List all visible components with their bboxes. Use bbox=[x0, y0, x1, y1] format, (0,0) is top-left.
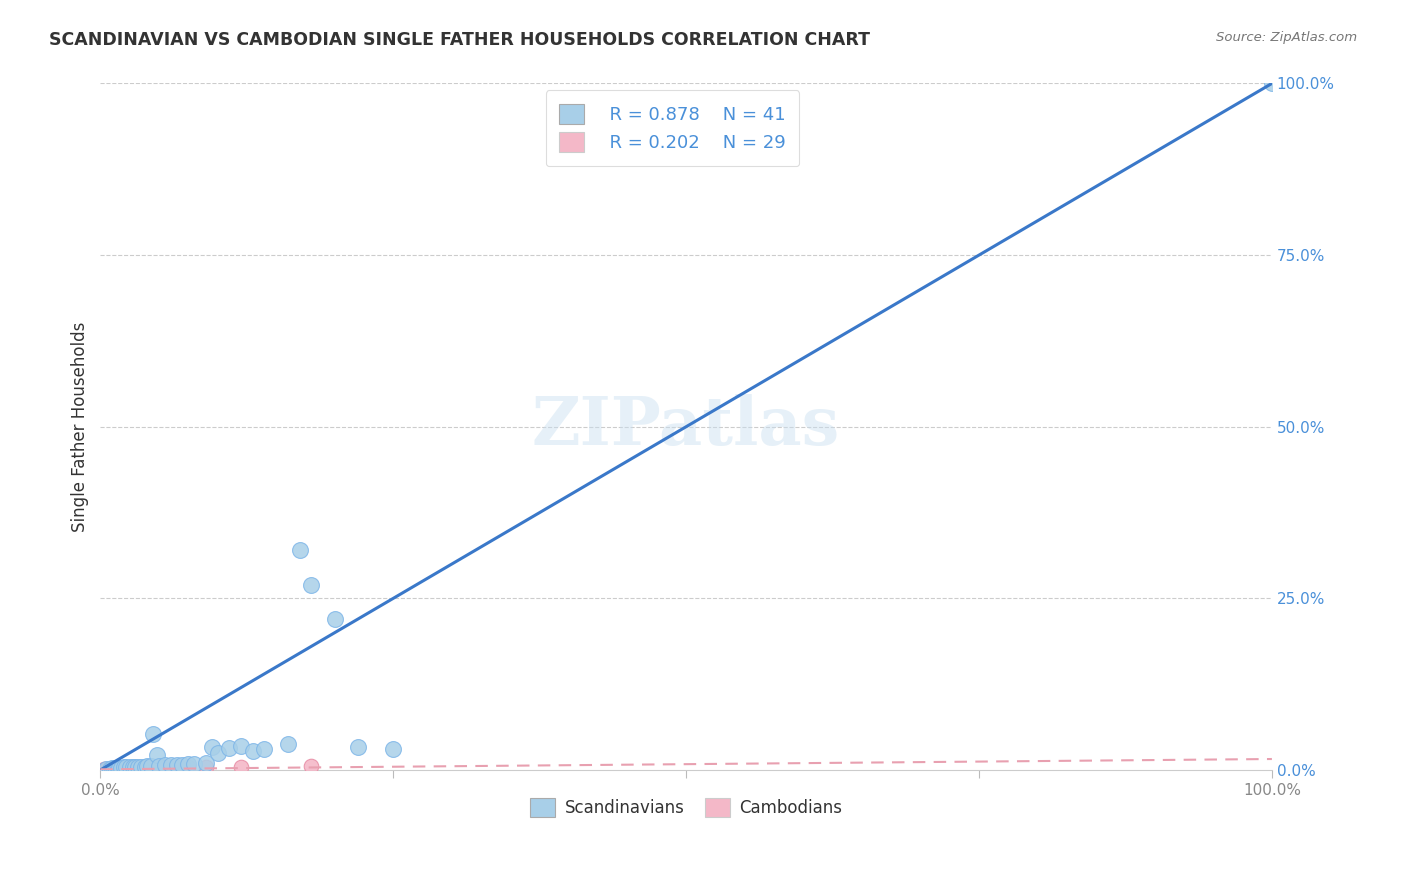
Point bbox=[103, 762, 125, 776]
Point bbox=[96, 762, 118, 776]
Point bbox=[136, 759, 159, 773]
Point bbox=[207, 746, 229, 760]
Point bbox=[131, 759, 153, 773]
Point bbox=[101, 762, 124, 776]
Point bbox=[288, 543, 311, 558]
Text: ZIPatlas: ZIPatlas bbox=[531, 394, 841, 459]
Point bbox=[118, 761, 141, 775]
Point bbox=[194, 756, 217, 771]
Point bbox=[134, 759, 156, 773]
Point bbox=[382, 742, 405, 756]
Point bbox=[242, 744, 264, 758]
Point bbox=[172, 757, 194, 772]
Point bbox=[194, 759, 217, 773]
Point bbox=[299, 577, 322, 591]
Point bbox=[138, 760, 160, 774]
Point bbox=[103, 762, 125, 776]
Point bbox=[218, 741, 240, 756]
Point bbox=[183, 756, 205, 771]
Point bbox=[253, 742, 276, 756]
Point bbox=[98, 762, 121, 776]
Point bbox=[110, 761, 132, 775]
Point bbox=[166, 760, 188, 774]
Point bbox=[115, 761, 138, 775]
Point bbox=[153, 760, 176, 774]
Point bbox=[108, 761, 131, 775]
Point bbox=[127, 759, 149, 773]
Point bbox=[97, 762, 120, 776]
Point bbox=[299, 759, 322, 773]
Point bbox=[107, 762, 129, 776]
Point bbox=[124, 759, 146, 773]
Point bbox=[112, 761, 135, 775]
Point bbox=[142, 727, 165, 741]
Point bbox=[153, 758, 176, 772]
Point bbox=[96, 762, 118, 776]
Point bbox=[115, 760, 138, 774]
Point bbox=[148, 759, 170, 773]
Point bbox=[96, 762, 118, 776]
Point bbox=[128, 761, 150, 775]
Point bbox=[108, 762, 131, 776]
Point bbox=[177, 759, 200, 773]
Point bbox=[101, 761, 124, 775]
Point bbox=[110, 762, 132, 776]
Point bbox=[229, 759, 252, 773]
Point bbox=[103, 761, 125, 775]
Point bbox=[229, 739, 252, 753]
Point bbox=[100, 762, 122, 776]
Point bbox=[139, 759, 162, 773]
Point bbox=[201, 740, 224, 755]
Point bbox=[112, 760, 135, 774]
Point bbox=[277, 737, 299, 751]
Point bbox=[93, 762, 115, 776]
Point bbox=[104, 762, 127, 776]
Point bbox=[177, 756, 200, 771]
Point bbox=[98, 762, 121, 776]
Y-axis label: Single Father Households: Single Father Households bbox=[72, 321, 89, 532]
Point bbox=[122, 761, 145, 775]
Point bbox=[148, 760, 170, 774]
Point bbox=[105, 762, 128, 776]
Text: SCANDINAVIAN VS CAMBODIAN SINGLE FATHER HOUSEHOLDS CORRELATION CHART: SCANDINAVIAN VS CAMBODIAN SINGLE FATHER … bbox=[49, 31, 870, 49]
Point bbox=[159, 758, 181, 772]
Point bbox=[166, 757, 188, 772]
Point bbox=[323, 612, 346, 626]
Point bbox=[124, 761, 146, 775]
Point bbox=[118, 760, 141, 774]
Point bbox=[1261, 77, 1284, 91]
Point bbox=[134, 760, 156, 774]
Text: Source: ZipAtlas.com: Source: ZipAtlas.com bbox=[1216, 31, 1357, 45]
Point bbox=[107, 761, 129, 775]
Point bbox=[104, 762, 127, 776]
Point bbox=[122, 759, 145, 773]
Legend: Scandinavians, Cambodians: Scandinavians, Cambodians bbox=[523, 791, 849, 823]
Point bbox=[145, 747, 167, 762]
Point bbox=[347, 740, 370, 755]
